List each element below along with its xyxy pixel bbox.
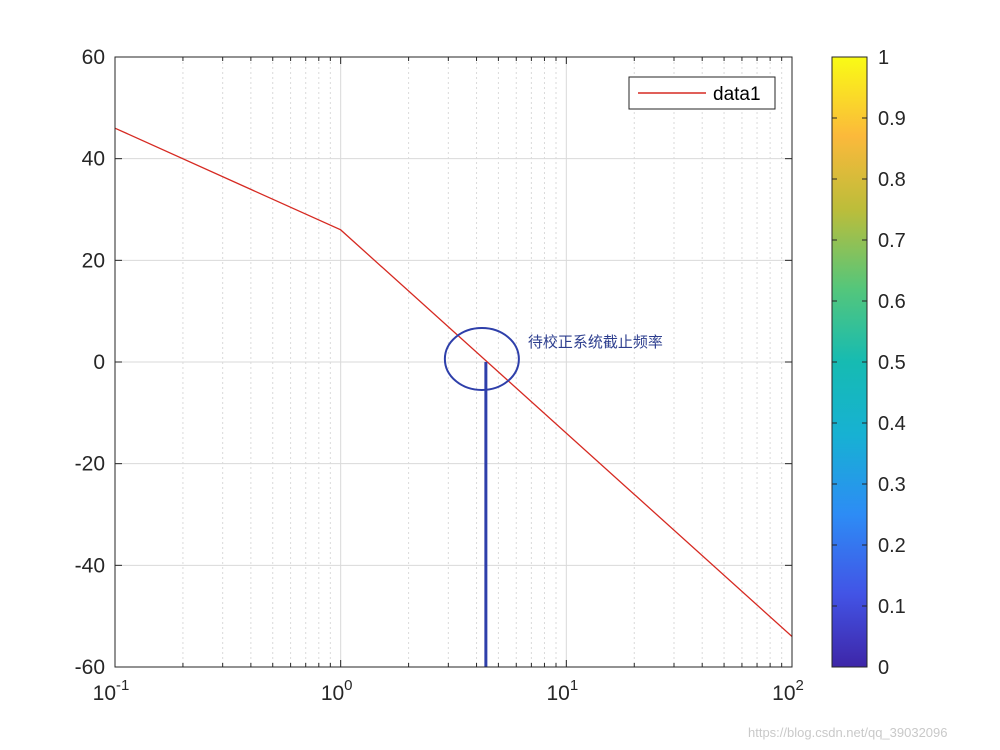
colorbar-ticks: 1 0.9 0.8 0.7 0.6 0.5 0.4 0.3 0.2 0.1 0	[832, 47, 906, 679]
y-tick-labels: 60 40 20 0 -20 -40 -60	[75, 46, 105, 679]
y-tick-label: 20	[82, 249, 105, 272]
colorbar-tick-label: 0.9	[878, 108, 906, 130]
y-tick-label: -20	[75, 453, 105, 476]
colorbar-tick-label: 0.4	[878, 413, 906, 435]
x-tick-label: 101	[546, 677, 578, 705]
colorbar-tick-label: 0.2	[878, 535, 906, 557]
colorbar-tick-label: 0.3	[878, 474, 906, 496]
axis-ticks	[114, 56, 793, 668]
y-tick-label: -40	[75, 554, 105, 577]
y-tick-label: -60	[75, 656, 105, 679]
y-tick-label: 0	[93, 351, 105, 374]
colorbar-gradient	[831, 56, 868, 668]
x-tick-label: 102	[772, 677, 804, 705]
annotation-label: 待校正系统截止频率	[528, 333, 663, 351]
annotation-layer: 待校正系统截止频率	[443, 327, 663, 667]
series-layer	[114, 127, 793, 637]
colorbar-tick-label: 0.5	[878, 352, 906, 374]
y-tick-label: 40	[82, 148, 105, 171]
x-tick-labels: 10-1 100 101 102	[93, 677, 804, 705]
x-tick-label: 100	[321, 677, 353, 705]
legend: data1	[628, 76, 776, 110]
legend-label: data1	[713, 84, 761, 105]
colorbar: 1 0.9 0.8 0.7 0.6 0.5 0.4 0.3 0.2 0.1 0	[831, 47, 906, 679]
y-tick-label: 60	[82, 46, 105, 69]
cutoff-ellipse	[443, 327, 520, 391]
watermark: https://blog.csdn.net/qq_39032096	[748, 725, 948, 740]
colorbar-tick-label: 0	[878, 657, 889, 679]
colorbar-tick-label: 1	[878, 47, 889, 69]
colorbar-tick-label: 0.7	[878, 230, 906, 252]
series-line-data1	[114, 127, 793, 637]
colorbar-tick-label: 0.1	[878, 596, 906, 618]
colorbar-tick-label: 0.6	[878, 291, 906, 313]
colorbar-tick-label: 0.8	[878, 169, 906, 191]
x-tick-label: 10-1	[93, 677, 130, 705]
